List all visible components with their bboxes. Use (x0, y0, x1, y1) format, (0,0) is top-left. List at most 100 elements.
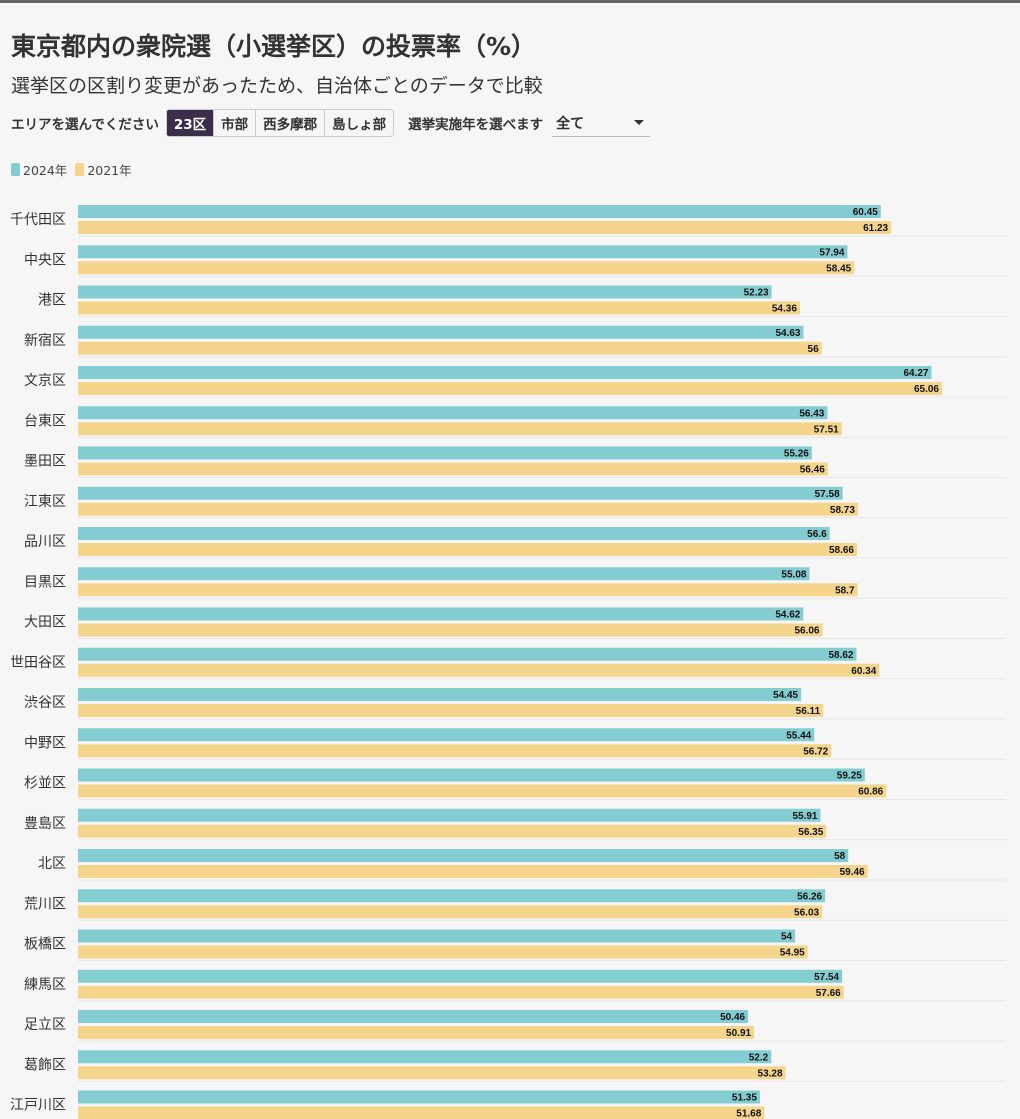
chevron-down-icon (634, 120, 645, 125)
bar-2024[interactable] (78, 486, 843, 500)
category-label: 墨田区 (24, 454, 66, 470)
value-label: 50.91 (726, 1028, 751, 1039)
bar-2021[interactable] (78, 341, 822, 355)
bar-2021[interactable] (78, 704, 824, 717)
bar-2021[interactable] (78, 663, 880, 677)
bar-2021[interactable] (78, 784, 887, 798)
value-label: 58.66 (829, 545, 854, 556)
bar-2021[interactable] (78, 865, 868, 878)
year-label: 選挙実施年を選べます (408, 117, 544, 133)
value-label: 60.45 (853, 207, 878, 218)
year-select-value: 全て (556, 115, 585, 132)
category-label: 江戸川区 (10, 1098, 66, 1114)
value-label: 54.95 (780, 948, 805, 959)
category-label: 中央区 (24, 252, 66, 268)
bar-2021[interactable] (78, 382, 942, 395)
bar-2021[interactable] (78, 422, 842, 436)
bar-2024[interactable] (78, 607, 804, 621)
value-label: 60.86 (858, 787, 883, 798)
bar-2024[interactable] (78, 688, 802, 701)
value-label: 54.63 (775, 328, 800, 339)
legend-swatch-2024 (11, 163, 20, 176)
category-label: 荒川区 (24, 896, 66, 912)
bar-2024[interactable] (78, 969, 843, 983)
bar-2024[interactable] (78, 728, 815, 742)
bar-2021[interactable] (78, 1026, 755, 1039)
value-label: 57.54 (814, 972, 839, 983)
year-select[interactable]: 全て (552, 109, 651, 137)
bar-2024[interactable] (78, 567, 810, 581)
bar-2024[interactable] (78, 325, 804, 339)
bar-2021[interactable] (78, 502, 858, 516)
bar-2024[interactable] (78, 205, 881, 218)
category-label: 港区 (38, 293, 66, 309)
bar-2024[interactable] (78, 366, 932, 379)
category-label: 北区 (38, 856, 66, 872)
value-label: 53.28 (758, 1068, 783, 1079)
filter-controls: エリアを選んでください 23区 市部 西多摩郡 島しょ部 選挙実施年を選べます … (11, 108, 651, 138)
category-label: 豊島区 (24, 816, 66, 832)
category-label: 大田区 (24, 615, 66, 631)
bar-2021[interactable] (78, 623, 823, 637)
bar-2024[interactable] (78, 285, 772, 299)
bar-2024[interactable] (78, 647, 857, 661)
bar-2021[interactable] (78, 985, 844, 999)
bar-2024[interactable] (78, 889, 826, 903)
value-label: 58.62 (828, 650, 853, 661)
value-label: 55.44 (786, 730, 811, 741)
value-label: 56.43 (799, 408, 824, 419)
value-label: 56.06 (794, 626, 819, 637)
bar-2024[interactable] (78, 768, 865, 782)
bar-2021[interactable] (78, 261, 855, 275)
bar-2021[interactable] (78, 221, 892, 234)
bar-2021[interactable] (78, 543, 858, 556)
legend-swatch-2021 (75, 163, 85, 176)
value-label: 52.23 (744, 288, 769, 299)
category-label: 板橋区 (24, 937, 66, 953)
bar-2021[interactable] (78, 1066, 786, 1080)
page-subtitle: 選挙区の区割り変更があったため、自治体ごとのデータで比較 (11, 75, 543, 97)
value-label: 54 (781, 932, 793, 943)
bar-2024[interactable] (78, 446, 812, 460)
area-button-shibu[interactable]: 市部 (213, 110, 255, 136)
category-label: 練馬区 (24, 977, 66, 993)
bar-2024[interactable] (78, 929, 796, 943)
bar-2021[interactable] (78, 583, 858, 597)
bar-2021[interactable] (78, 1106, 765, 1119)
category-label: 文京区 (24, 373, 66, 389)
value-label: 52.2 (749, 1052, 769, 1063)
category-label: 中野区 (24, 735, 66, 751)
bar-2021[interactable] (78, 905, 823, 919)
bar-2024[interactable] (78, 849, 849, 862)
bar-2021[interactable] (78, 824, 827, 838)
category-label: 渋谷区 (24, 695, 66, 711)
area-button-islands[interactable]: 島しょ部 (324, 110, 393, 136)
bar-2024[interactable] (78, 406, 828, 420)
value-label: 57.66 (816, 988, 841, 999)
bar-2021[interactable] (78, 462, 828, 476)
value-label: 58.45 (826, 263, 851, 274)
bar-2021[interactable] (78, 945, 808, 959)
value-label: 57.94 (819, 247, 844, 258)
bar-2024[interactable] (78, 808, 821, 822)
value-label: 61.23 (863, 223, 888, 234)
bar-2024[interactable] (78, 245, 848, 259)
bar-2024[interactable] (78, 1050, 772, 1064)
value-label: 51.35 (732, 1093, 757, 1104)
bar-2021[interactable] (78, 744, 832, 758)
value-label: 51.68 (736, 1109, 761, 1119)
value-label: 56.11 (796, 706, 821, 717)
value-label: 54.36 (772, 304, 797, 315)
bar-2021[interactable] (78, 301, 800, 315)
value-label: 55.08 (781, 569, 806, 580)
area-button-23ku[interactable]: 23区 (166, 110, 214, 136)
area-button-nishitama[interactable]: 西多摩郡 (255, 110, 324, 136)
bar-2024[interactable] (78, 527, 830, 540)
value-label: 56.03 (794, 907, 819, 918)
value-label: 54.62 (775, 610, 800, 621)
page-title: 東京都内の衆院選（小選挙区）の投票率（%） (11, 32, 537, 61)
bar-2024[interactable] (78, 1090, 760, 1104)
bar-2024[interactable] (78, 1010, 749, 1023)
category-label: 杉並区 (24, 776, 66, 792)
category-label: 品川区 (24, 534, 66, 550)
